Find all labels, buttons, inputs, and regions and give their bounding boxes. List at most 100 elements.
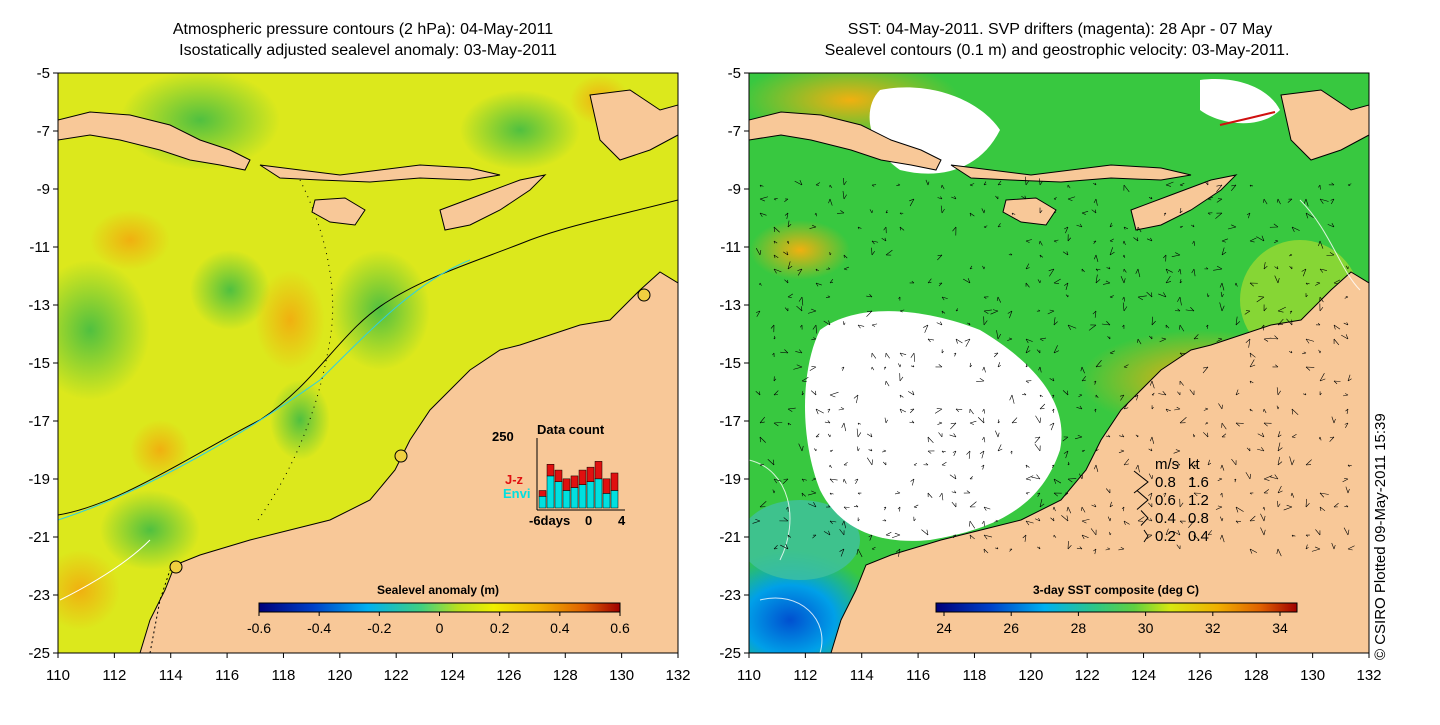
velocity-arrow bbox=[1094, 408, 1097, 413]
velocity-arrow bbox=[1039, 240, 1043, 246]
velocity-arrow bbox=[1331, 416, 1336, 424]
velocity-arrow bbox=[782, 478, 789, 485]
velocity-arrow bbox=[829, 251, 832, 256]
velocity-arrow bbox=[1256, 235, 1265, 242]
velocity-arrow bbox=[996, 296, 1002, 303]
velocity-arrow bbox=[1074, 434, 1083, 440]
velocity-arrow bbox=[1053, 278, 1061, 284]
velocity-arrow bbox=[784, 307, 789, 312]
velocity-arrow bbox=[829, 478, 838, 483]
right-lat-tick-label: -21 bbox=[719, 529, 741, 546]
left-colorbar-tick-label: -0.4 bbox=[307, 620, 331, 636]
velocity-arrow bbox=[1246, 212, 1251, 219]
velocity-arrow bbox=[793, 364, 803, 370]
velocity-arrow bbox=[1177, 296, 1182, 306]
velocity-arrow bbox=[1216, 198, 1223, 203]
velocity-arrow bbox=[1305, 498, 1310, 508]
velocity-arrow bbox=[1165, 324, 1170, 329]
velocity-arrow bbox=[1123, 364, 1129, 368]
velocity-arrow bbox=[829, 520, 837, 525]
left-timor-island bbox=[439, 174, 547, 231]
velocity-arrow bbox=[1062, 390, 1069, 396]
velocity-arrow bbox=[1207, 459, 1212, 466]
velocity-arrow bbox=[1151, 392, 1155, 396]
right-lon-tick-label: 120 bbox=[1018, 667, 1043, 684]
velocity-arrow bbox=[1344, 296, 1349, 299]
velocity-arrow bbox=[909, 198, 915, 207]
velocity-arrow bbox=[1263, 198, 1268, 205]
right-sumba-island bbox=[1002, 197, 1057, 226]
velocity-arrow bbox=[1235, 506, 1244, 513]
left-lon-tick-label: 116 bbox=[215, 667, 239, 684]
velocity-arrow bbox=[1189, 389, 1195, 396]
data-count-inset: Data count 250 J-z Envi -6days 0 4 bbox=[492, 422, 626, 528]
velocity-arrow bbox=[1249, 352, 1256, 358]
right-lat-tick-label: -17 bbox=[719, 413, 741, 430]
velocity-arrow bbox=[923, 462, 929, 466]
velocity-arrow bbox=[1165, 408, 1171, 412]
velocity-arrow bbox=[759, 416, 765, 424]
velocity-arrow bbox=[1076, 223, 1083, 228]
velocity-arrow bbox=[925, 179, 930, 186]
velocity-arrow bbox=[841, 520, 847, 529]
credit-text: © CSIRO Plotted 09-May-2011 15:39 bbox=[1372, 413, 1389, 660]
left-lat-tick-label: -9 bbox=[37, 181, 50, 198]
velocity-arrow bbox=[1319, 296, 1324, 303]
velocity-arrow bbox=[1122, 254, 1126, 259]
velocity-arrow bbox=[1289, 456, 1295, 466]
velocity-arrow bbox=[949, 474, 957, 480]
velocity-arrow bbox=[826, 267, 831, 270]
velocity-arrow bbox=[786, 240, 790, 245]
velocity-arrow bbox=[1035, 517, 1041, 522]
velocity-arrow bbox=[1137, 295, 1147, 301]
velocity-arrow bbox=[1204, 181, 1209, 186]
velocity-arrow bbox=[1118, 546, 1125, 551]
velocity-arrow bbox=[1137, 516, 1145, 522]
left-colorbar-tick-label: 0.4 bbox=[550, 620, 570, 636]
velocity-arrow bbox=[997, 223, 1001, 228]
velocity-arrow bbox=[955, 338, 963, 344]
left-lon-tick-label: 114 bbox=[159, 667, 183, 684]
velocity-arrow bbox=[1179, 183, 1185, 187]
velocity-arrow bbox=[1066, 506, 1072, 514]
velocity-arrow bbox=[1333, 279, 1341, 285]
velocity-arrow bbox=[969, 265, 973, 270]
velocity-arrow bbox=[1080, 366, 1085, 374]
data-count-bar-jz bbox=[554, 469, 563, 483]
data-count-bar-jz bbox=[578, 469, 587, 485]
velocity-arrow bbox=[853, 394, 859, 404]
velocity-arrow bbox=[1263, 337, 1272, 342]
velocity-arrow bbox=[983, 181, 987, 186]
velocity-arrow bbox=[842, 321, 846, 326]
velocity-arrow bbox=[1133, 237, 1139, 242]
velocity-arrow bbox=[853, 504, 859, 508]
velocity-arrow bbox=[1235, 316, 1241, 326]
velocity-arrow bbox=[1035, 415, 1041, 424]
velocity-arrow bbox=[1039, 499, 1045, 508]
velocity-arrow bbox=[1009, 394, 1015, 404]
velocity-arrow bbox=[825, 295, 831, 298]
velocity-arrow bbox=[982, 436, 986, 443]
velocity-arrow bbox=[1204, 267, 1209, 270]
velocity-arrow bbox=[829, 184, 833, 189]
velocity-arrow bbox=[827, 433, 831, 438]
velocity-arrow bbox=[1067, 234, 1072, 242]
velocity-arrow bbox=[1291, 408, 1299, 416]
velocity-arrow bbox=[839, 529, 845, 536]
velocity-arrow bbox=[1302, 351, 1307, 355]
velocity-arrow bbox=[1263, 489, 1270, 494]
velocity-arrow bbox=[1053, 478, 1062, 484]
velocity-arrow bbox=[772, 352, 775, 358]
velocity-arrow bbox=[1221, 247, 1227, 256]
velocity-arrow bbox=[857, 226, 862, 230]
velocity-arrow bbox=[983, 534, 993, 540]
velocity-arrow bbox=[983, 296, 989, 299]
velocity-arrow bbox=[1106, 266, 1111, 270]
velocity-arrow bbox=[951, 195, 957, 200]
velocity-arrow bbox=[773, 376, 777, 382]
left-colorbar-gradient bbox=[258, 602, 621, 613]
velocity-arrow bbox=[773, 226, 780, 233]
velocity-arrow bbox=[824, 420, 831, 424]
